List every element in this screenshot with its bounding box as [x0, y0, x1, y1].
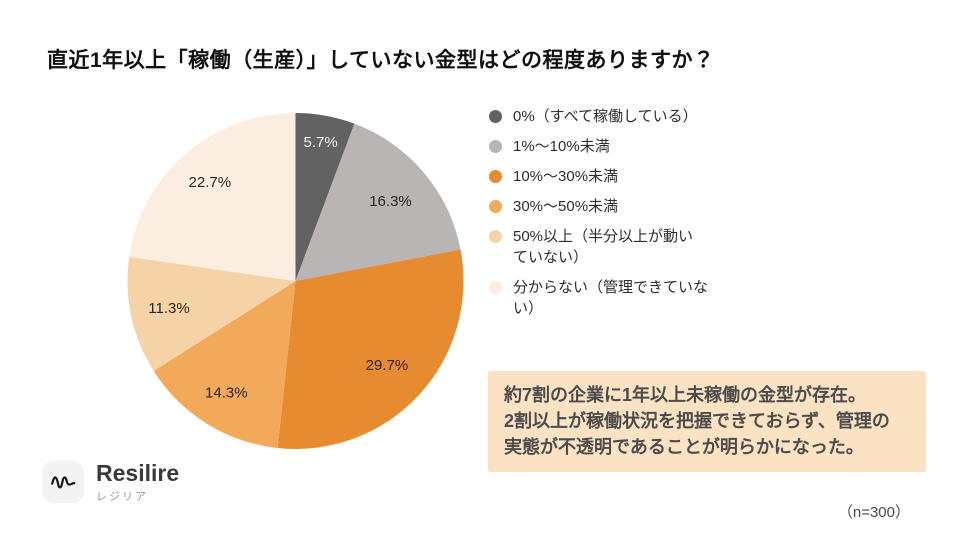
pie-slice-4 [127, 256, 296, 372]
page-title: 直近1年以上「稼働（生産）」していない金型はどの程度ありますか？ [47, 49, 715, 72]
legend-item: 1%～10%未満 [489, 136, 739, 157]
legend-swatch-icon [489, 140, 502, 153]
pie-slice-5 [129, 113, 296, 281]
legend-label: 1%～10%未満 [513, 138, 610, 155]
legend-item: 30%～50%未満 [489, 196, 739, 217]
pie-value-label-3: 14.3% [205, 384, 248, 401]
pie-slice-0 [295, 113, 355, 281]
pie-value-label-5: 22.7% [189, 174, 232, 191]
legend-swatch-icon [489, 170, 502, 183]
insight-callout-box: 約7割の企業に1年以上未稼働の金型が存在。 2割以上が稼働状況を把握できておらず… [488, 371, 926, 472]
legend-item: 分からない（管理できていな い） [489, 277, 739, 319]
pie-slice-3 [153, 281, 296, 449]
legend-item: 0%（すべて稼働している） [489, 106, 739, 127]
pie-slice-2 [277, 249, 464, 449]
brand-logo-text: Resilire レジリア [96, 460, 179, 504]
chart-legend: 0%（すべて稼働している） 1%～10%未満 10%～30%未満 30%～50%… [489, 106, 739, 319]
resilire-logo-icon [42, 461, 84, 503]
legend-swatch-icon [489, 200, 502, 213]
pie-chart: 5.7% 16.3% 29.7% 14.3% 11.3% 22.7% [110, 94, 482, 466]
legend-swatch-icon [489, 281, 502, 294]
legend-label: 10%～30%未満 [513, 168, 619, 185]
legend-item: 10%～30%未満 [489, 166, 739, 187]
insight-callout-text: 約7割の企業に1年以上未稼働の金型が存在。 2割以上が稼働状況を把握できておらず… [504, 385, 890, 457]
pie-slice-1 [295, 123, 461, 281]
legend-swatch-icon [489, 230, 502, 243]
legend-label: 50%以上（半分以上が動い ていない） [513, 228, 694, 266]
legend-swatch-icon [489, 110, 502, 123]
pie-value-label-2: 29.7% [366, 357, 409, 374]
waveform-icon [51, 476, 76, 489]
legend-label: 0%（すべて稼働している） [513, 108, 698, 125]
brand-name: Resilire [96, 460, 180, 486]
sample-size-note: （n=300） [837, 504, 910, 521]
pie-value-label-0: 5.7% [303, 134, 337, 151]
legend-label: 分からない（管理できていな い） [513, 279, 709, 317]
legend-item: 50%以上（半分以上が動い ていない） [489, 226, 739, 268]
brand-logo: Resilire レジリア [42, 460, 179, 504]
pie-chart-svg: 5.7% 16.3% 29.7% 14.3% 11.3% 22.7% [127, 113, 464, 449]
legend-label: 30%～50%未満 [513, 198, 619, 215]
brand-subtitle: レジリア [96, 491, 148, 503]
pie-value-label-1: 16.3% [369, 193, 412, 210]
pie-value-label-4: 11.3% [148, 300, 189, 317]
